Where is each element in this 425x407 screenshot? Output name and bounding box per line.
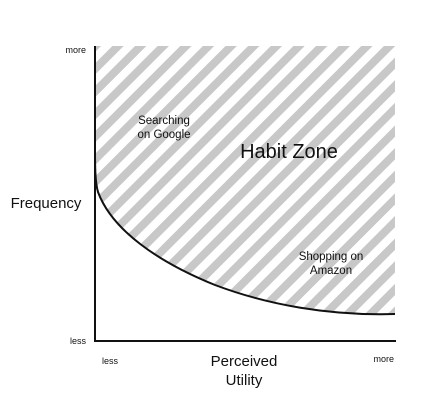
google-annotation-line2: on Google [137,129,190,141]
y-axis-top-label: more [65,45,86,55]
amazon-annotation-line1: Shopping on [299,251,364,263]
y-axis-bottom-label: less [70,336,87,346]
x-axis-title-line2: Utility [226,372,263,389]
habit-zone-curve [94,147,396,316]
x-axis-left-label: less [102,356,119,366]
y-axis-title: Frequency [11,195,82,212]
x-axis-title-line1: Perceived [211,353,278,370]
google-annotation-line1: Searching [138,115,190,127]
x-axis-right-label: more [373,354,394,364]
habit-zone-label: Habit Zone [240,141,338,163]
amazon-annotation-line2: Amazon [310,265,352,277]
habit-zone-region [95,46,395,315]
